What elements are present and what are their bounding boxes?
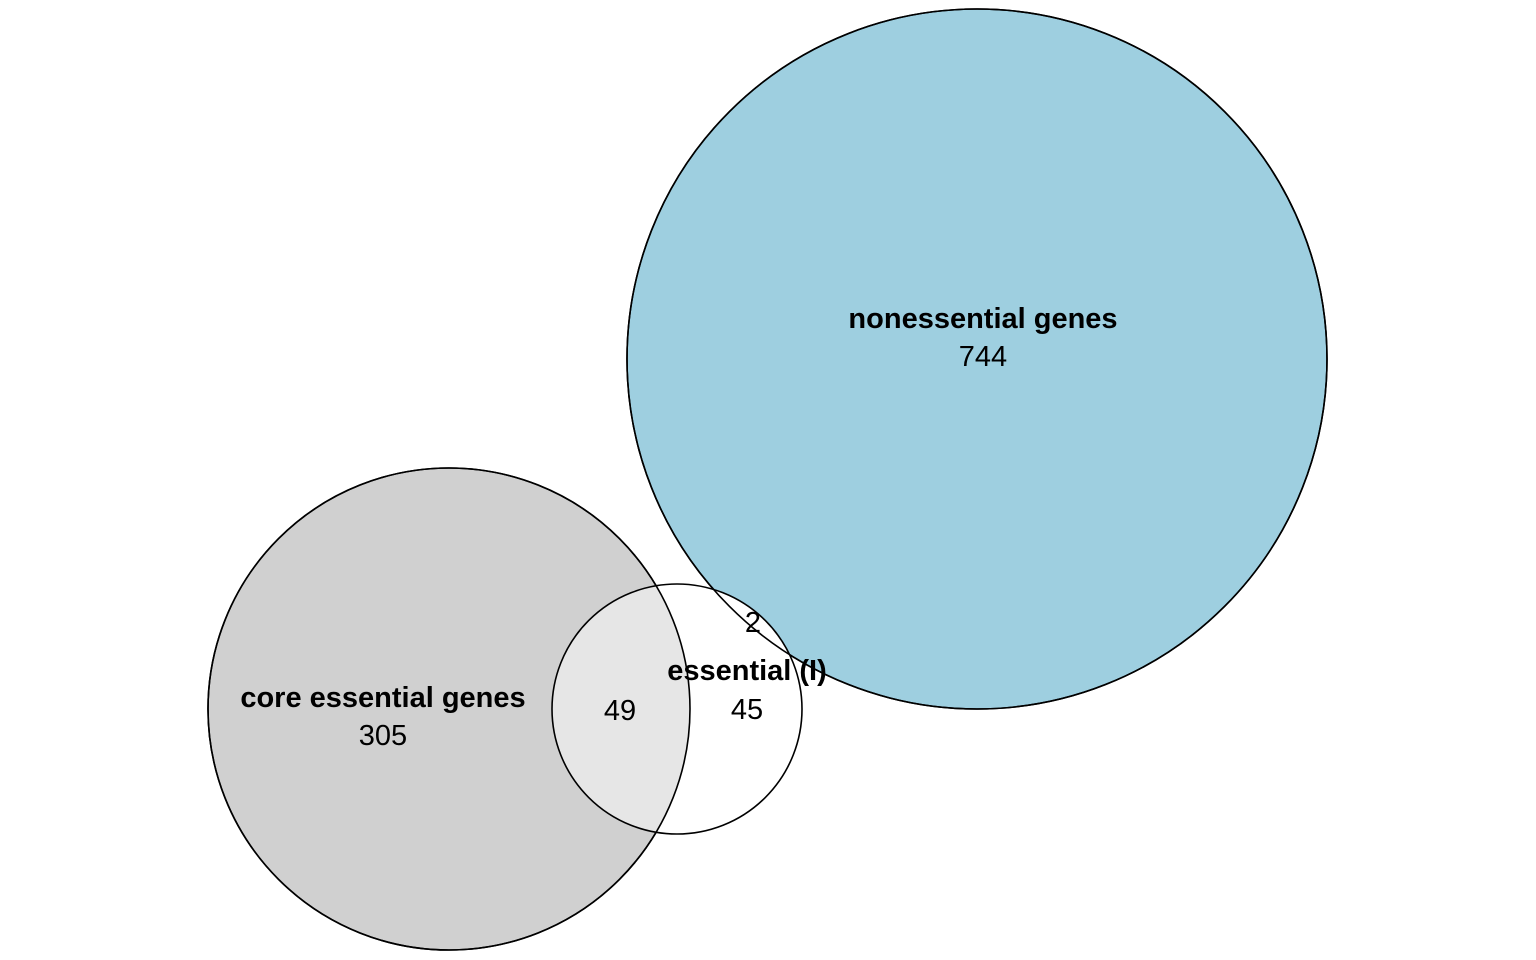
core-essential-i-intersection-count: 49 — [604, 695, 636, 727]
core-essential-i-overlap — [552, 584, 690, 834]
core-essential-genes-count: 305 — [359, 720, 407, 752]
core-essential-genes-label: core essential genes — [240, 682, 525, 714]
essential-i-label: essential (I) — [667, 655, 827, 687]
essential-i-circle — [551, 583, 803, 835]
essential-i-count: 45 — [731, 694, 763, 726]
nonessential-genes-count: 744 — [959, 341, 1007, 373]
nonessential-genes-outline — [626, 8, 1328, 710]
core-essential-genes-outline — [207, 467, 691, 951]
nonessential-essential-i-intersection-count: 2 — [745, 607, 761, 639]
nonessential-genes-label: nonessential genes — [848, 303, 1117, 335]
